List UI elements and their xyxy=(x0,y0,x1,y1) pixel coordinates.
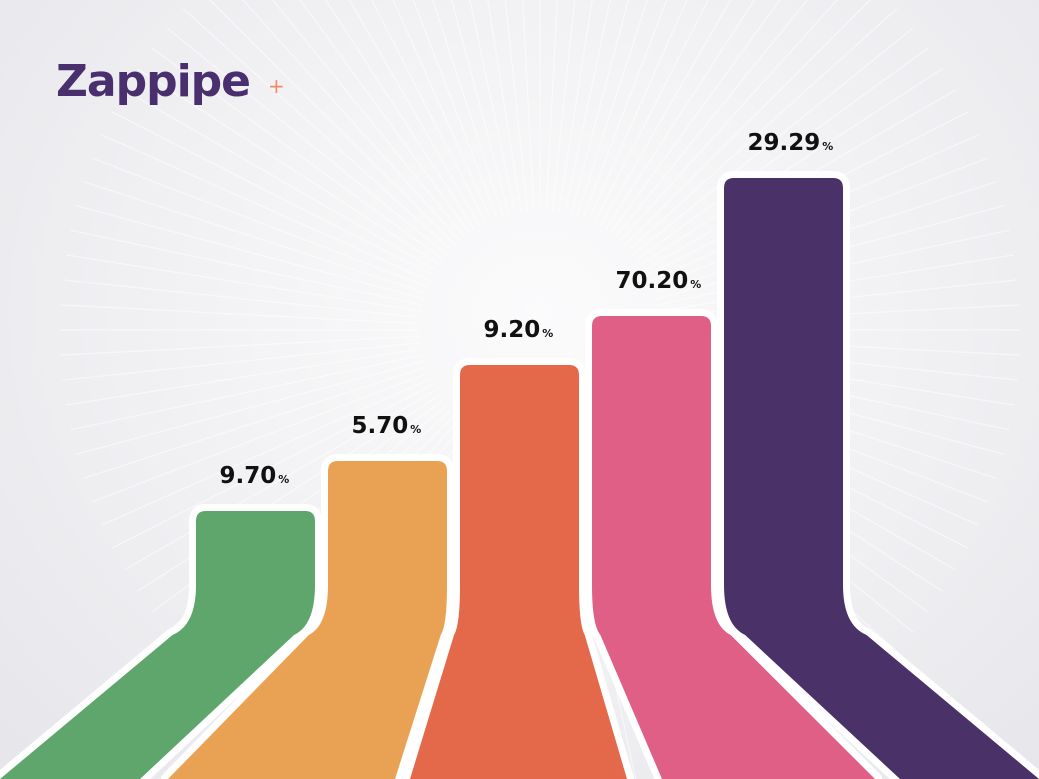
percent-unit: % xyxy=(542,327,554,340)
value-text: 5.70 xyxy=(351,413,409,439)
percent-unit: % xyxy=(822,140,834,153)
bar-3 xyxy=(410,365,627,779)
brand-name: Zappipe xyxy=(56,56,251,107)
brand-logo: Zappipe xyxy=(56,56,251,107)
percent-unit: % xyxy=(410,423,422,436)
bar-value-label: 70.20% xyxy=(616,268,702,294)
bar-1 xyxy=(0,511,315,779)
bar-value-label: 5.70% xyxy=(352,413,422,439)
bar-4 xyxy=(592,316,875,779)
brand-plus-icon: + xyxy=(268,74,285,98)
value-text: 29.29 xyxy=(747,130,821,156)
value-text: 9.20 xyxy=(483,317,541,343)
bar-value-label: 29.29% xyxy=(748,130,834,156)
value-text: 70.20 xyxy=(615,268,689,294)
bar-2 xyxy=(168,461,447,779)
value-text: 9.70 xyxy=(219,463,277,489)
bar-value-label: 9.70% xyxy=(220,463,290,489)
percent-unit: % xyxy=(278,473,290,486)
percent-unit: % xyxy=(690,278,702,291)
bar-5 xyxy=(724,178,1039,779)
bar-value-label: 9.20% xyxy=(484,317,554,343)
